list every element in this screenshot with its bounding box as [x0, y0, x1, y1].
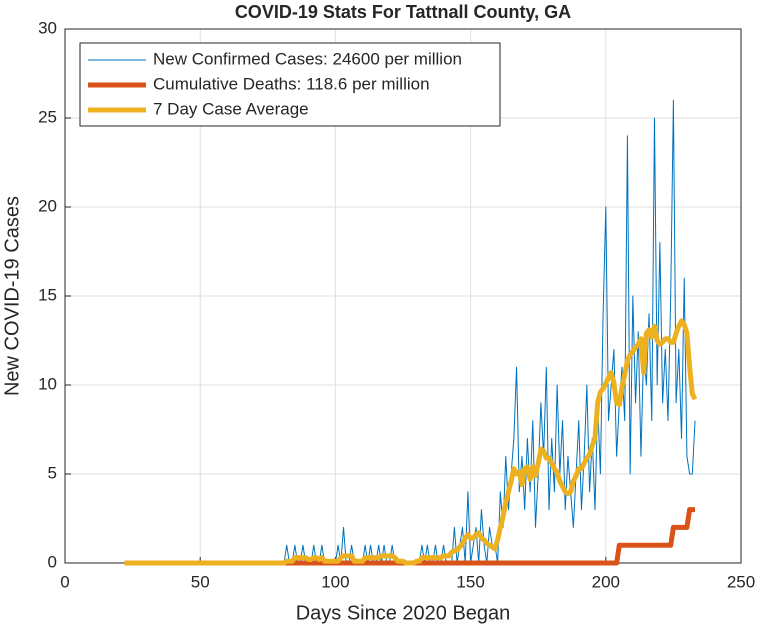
y-tick-label: 15 — [38, 285, 57, 304]
data-line — [124, 318, 698, 566]
y-axis-label: New COVID-19 Cases — [1, 196, 23, 396]
x-tick-label: 100 — [321, 572, 349, 591]
y-tick-label: 25 — [38, 107, 57, 126]
legend-label: New Confirmed Cases: 24600 per million — [153, 49, 462, 68]
legend: New Confirmed Cases: 24600 per million Cu… — [79, 42, 501, 127]
legend-label: 7 Day Case Average — [153, 99, 309, 118]
x-tick-label: 250 — [727, 572, 755, 591]
x-tick-label: 150 — [456, 572, 484, 591]
y-tick-label: 5 — [48, 463, 57, 482]
legend-label: Cumulative Deaths: 118.6 per million — [153, 74, 430, 93]
chart-title: COVID-19 Stats For Tattnall County, GA — [235, 2, 571, 22]
y-tick-label: 10 — [38, 374, 57, 393]
y-tick-label: 0 — [48, 552, 57, 571]
legend-box — [79, 42, 501, 127]
x-tick-label: 0 — [60, 572, 69, 591]
x-axis-label: Days Since 2020 Began — [296, 602, 511, 624]
y-tick-label: 20 — [38, 196, 57, 215]
x-tick-label: 200 — [592, 572, 620, 591]
y-tick-label: 30 — [38, 18, 57, 37]
x-tick-label: 50 — [191, 572, 210, 591]
